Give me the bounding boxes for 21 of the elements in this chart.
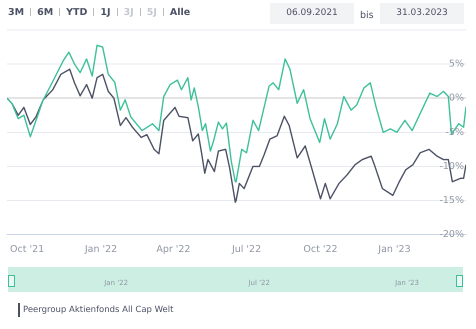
x-tick-label: Jul '22 (230, 244, 262, 255)
x-tick-label: Oct '21 (10, 244, 44, 255)
text: 5J (146, 7, 157, 18)
text: 1J (100, 7, 111, 18)
x-tick-label: Jan '22 (84, 244, 118, 255)
y-tick-label: -20% (439, 229, 464, 240)
y-tick-label: -15% (439, 194, 464, 206)
y-tick-label: 5% (448, 58, 464, 70)
y-tick-label: 0% (448, 92, 464, 104)
text: bis (360, 10, 374, 21)
text: 06.09.2021 (270, 3, 354, 24)
text: 3M (8, 7, 24, 18)
text: 31.03.2023 (380, 3, 464, 24)
x-tick-label: Apr '22 (156, 244, 190, 255)
text: Alle (170, 7, 190, 18)
text: 6M (37, 7, 54, 18)
x-tick-label: Jan '23 (377, 244, 411, 255)
text: 3J (124, 7, 134, 18)
text: YTD (66, 7, 88, 18)
legend-label: Peergroup Aktienfonds All Cap Welt (23, 305, 174, 315)
x-tick-label: Oct '22 (303, 244, 338, 255)
